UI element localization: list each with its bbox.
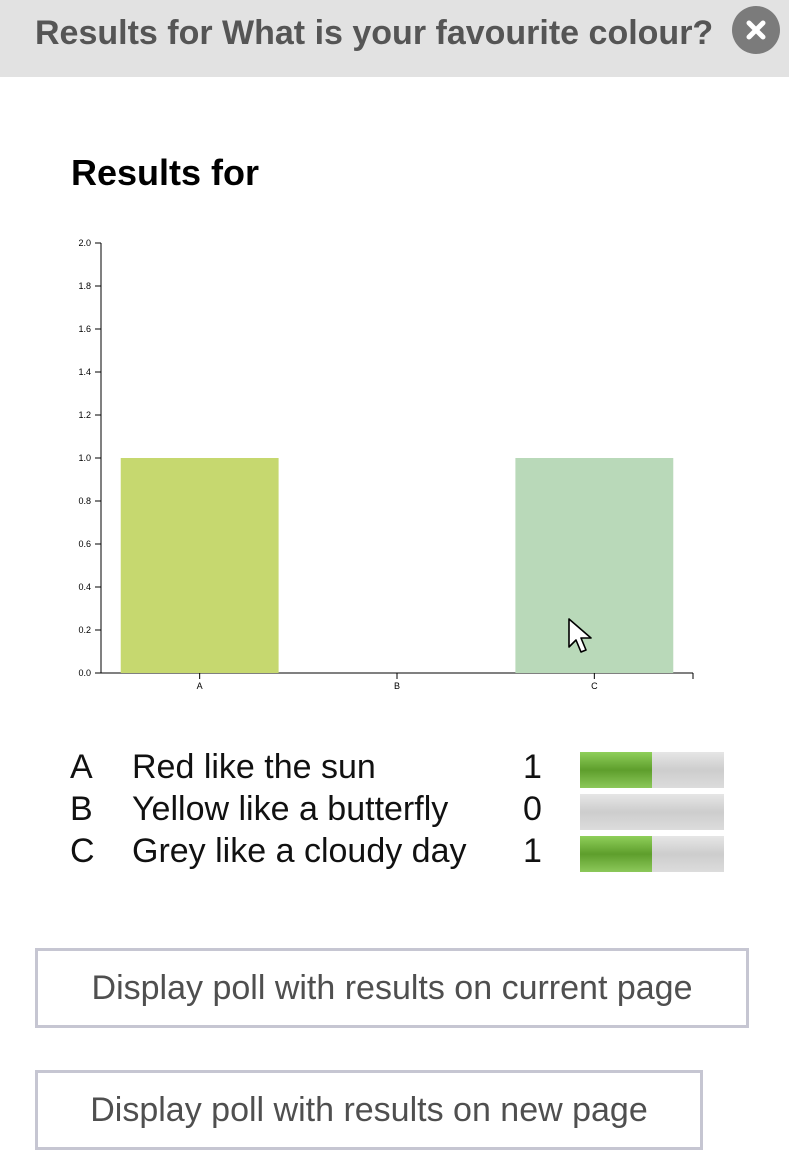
y-tick-label: 1.4 bbox=[78, 367, 91, 377]
close-icon bbox=[746, 20, 766, 40]
x-tick-label: C bbox=[591, 681, 598, 691]
y-tick-label: 1.2 bbox=[78, 410, 91, 420]
display-poll-current-page-button[interactable]: Display poll with results on current pag… bbox=[35, 948, 749, 1028]
bar-c bbox=[515, 458, 674, 673]
y-tick-label: 0.0 bbox=[78, 668, 91, 678]
y-tick-label: 1.6 bbox=[78, 324, 91, 334]
results-heading: Results for bbox=[71, 152, 260, 193]
answer-text: Grey like a cloudy day bbox=[132, 832, 467, 870]
answer-count: 1 bbox=[523, 832, 542, 870]
y-tick-label: 1.8 bbox=[78, 281, 91, 291]
results-bar-chart: 0.0 0.2 0.4 0.6 0.8 1.0 1.2 1.4 1.6 1.8 2.0 A B C bbox=[78, 238, 694, 691]
answer-letter: C bbox=[70, 832, 95, 870]
answer-row-c: C Grey like a cloudy day 1 bbox=[70, 832, 750, 874]
answer-count: 1 bbox=[523, 748, 542, 786]
answer-progress-bar bbox=[580, 752, 724, 788]
dialog-title: Results for What is your favourite colou… bbox=[35, 14, 714, 52]
x-tick-label: A bbox=[197, 681, 203, 691]
answer-text: Yellow like a butterfly bbox=[132, 790, 449, 828]
answer-count: 0 bbox=[523, 790, 542, 828]
mouse-pointer-icon bbox=[568, 618, 592, 653]
close-button[interactable] bbox=[732, 6, 780, 54]
answer-progress-fill bbox=[580, 752, 652, 788]
answer-progress-fill bbox=[580, 836, 652, 872]
answer-progress-bar bbox=[580, 794, 724, 830]
dialog-titlebar: Results for What is your favourite colou… bbox=[0, 0, 789, 77]
display-poll-new-page-button[interactable]: Display poll with results on new page bbox=[35, 1070, 703, 1150]
bar-a bbox=[120, 458, 279, 673]
answer-row-a: A Red like the sun 1 bbox=[70, 748, 750, 790]
y-tick-label: 0.8 bbox=[78, 496, 91, 506]
y-tick-label: 2.0 bbox=[78, 238, 91, 248]
y-tick-label: 1.0 bbox=[78, 453, 91, 463]
y-tick-label: 0.4 bbox=[78, 582, 91, 592]
x-tick-label: B bbox=[394, 681, 400, 691]
answer-progress-bar bbox=[580, 836, 724, 872]
answer-letter: B bbox=[70, 790, 93, 828]
answer-row-b: B Yellow like a butterfly 0 bbox=[70, 790, 750, 832]
y-tick-label: 0.6 bbox=[78, 539, 91, 549]
y-tick-label: 0.2 bbox=[78, 625, 91, 635]
answer-text: Red like the sun bbox=[132, 748, 376, 786]
answer-letter: A bbox=[70, 748, 93, 786]
